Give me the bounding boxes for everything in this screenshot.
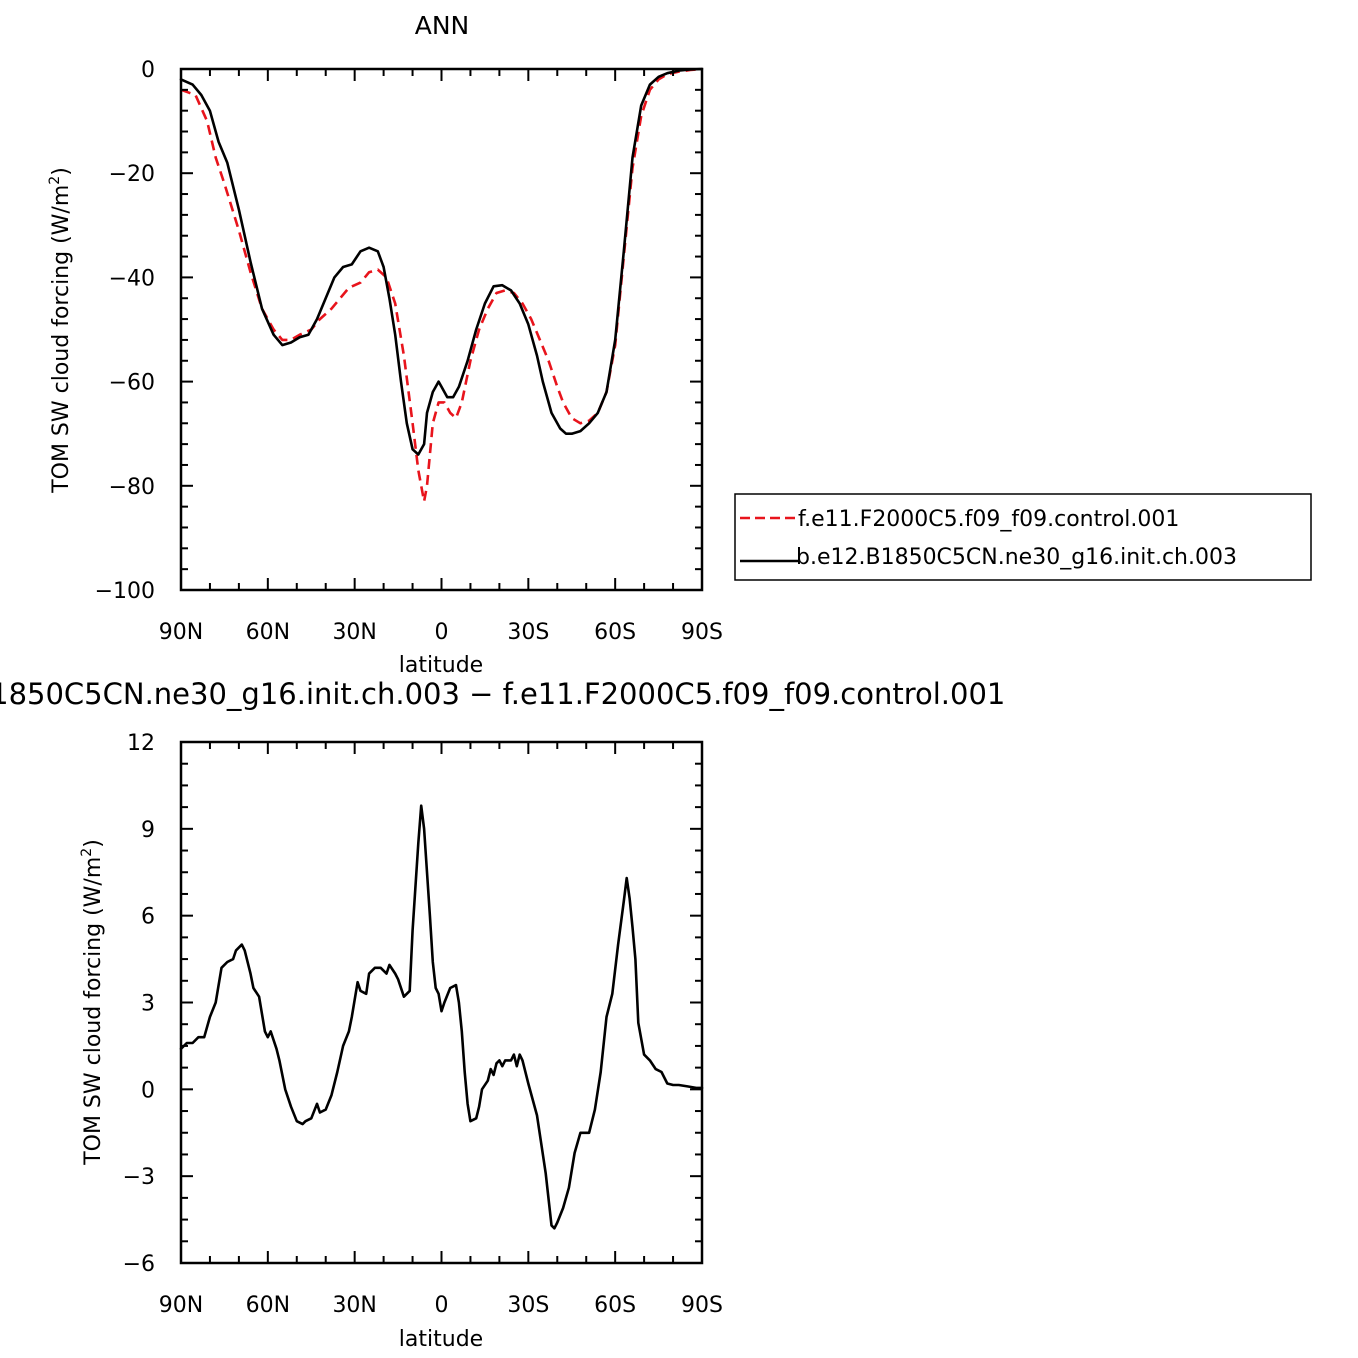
top-x-tick-label: 60S xyxy=(594,620,636,645)
top-x-tick-label: 90N xyxy=(159,620,203,645)
legend: f.e11.F2000C5.f09_f09.control.001 b.e12.… xyxy=(734,493,1312,581)
bottom-y-tick-label: 0 xyxy=(141,1078,155,1103)
bottom-y-tick-label: −6 xyxy=(123,1252,155,1277)
bottom-y-tick-label: 12 xyxy=(127,731,155,756)
top-y-tick-label: −100 xyxy=(95,579,155,604)
top-ticks-layer: 90N 60N 30N 0 30S 60S 90S 0 −20 −40 −60 −80 −100 xyxy=(95,58,723,645)
bottom-x-tick-label: 60S xyxy=(594,1293,636,1318)
top-chart-title: ANN xyxy=(415,11,470,40)
legend-box xyxy=(734,493,1312,581)
top-y-axis-label: TOM SW cloud forcing (W/m2) xyxy=(47,167,74,494)
top-y-tick-label: −20 xyxy=(109,162,155,187)
top-x-axis-label: latitude xyxy=(399,653,483,678)
bottom-series-layer xyxy=(179,804,704,1230)
bottom-ticks-layer: 90N 60N 30N 0 30S 60S 90S 12 9 6 3 0 −3 −6 xyxy=(123,731,723,1318)
top-x-tick-label: 90S xyxy=(681,620,723,645)
top-x-tick-label: 30S xyxy=(507,620,549,645)
legend-entry-b1850: b.e12.B1850C5CN.ne30_g16.init.ch.003 xyxy=(796,545,1237,570)
bottom-y-tick-label: 6 xyxy=(141,905,155,930)
legend-entry-control: f.e11.F2000C5.f09_f09.control.001 xyxy=(798,507,1179,532)
top-y-tick-label: −40 xyxy=(109,266,155,291)
bottom-panel: b.e12.B1850C5CN.ne30_g16.init.ch.003 − f… xyxy=(0,677,1005,1352)
top-panel: ANN 90N 60N 30N 0 30S 60S 90S 0 −20 −40 −60 −80 −100… xyxy=(47,11,1312,678)
bottom-y-axis-label-sup: 2 xyxy=(79,848,95,857)
top-series-layer xyxy=(179,67,704,503)
bottom-y-axis-label: TOM SW cloud forcing (W/m2) xyxy=(79,839,106,1166)
top-y-tick-label: −60 xyxy=(109,371,155,396)
bottom-x-tick-label: 30S xyxy=(507,1293,549,1318)
bottom-y-tick-label: 3 xyxy=(141,992,155,1017)
bottom-x-tick-label: 90S xyxy=(681,1293,723,1318)
bottom-x-tick-label: 30N xyxy=(332,1293,376,1318)
top-series-line-0 xyxy=(180,67,703,503)
bottom-y-tick-label: −3 xyxy=(123,1165,155,1190)
top-x-tick-label: 60N xyxy=(246,620,290,645)
bottom-chart-title: b.e12.B1850C5CN.ne30_g16.init.ch.003 − f… xyxy=(0,677,1005,711)
top-x-tick-label: 0 xyxy=(435,620,449,645)
bottom-y-tick-label: 9 xyxy=(141,818,155,843)
top-x-tick-label: 30N xyxy=(332,620,376,645)
top-y-tick-label: −80 xyxy=(109,475,155,500)
bottom-x-tick-label: 0 xyxy=(435,1293,449,1318)
bottom-x-tick-label: 60N xyxy=(246,1293,290,1318)
bottom-series-line-0 xyxy=(179,804,704,1230)
top-plot-frame xyxy=(179,67,704,592)
bottom-x-tick-label: 90N xyxy=(159,1293,203,1318)
top-y-tick-label: 0 xyxy=(141,58,155,83)
top-series-line-1 xyxy=(179,67,704,456)
bottom-x-axis-label: latitude xyxy=(399,1327,483,1352)
top-y-axis-label-sup: 2 xyxy=(47,176,63,185)
